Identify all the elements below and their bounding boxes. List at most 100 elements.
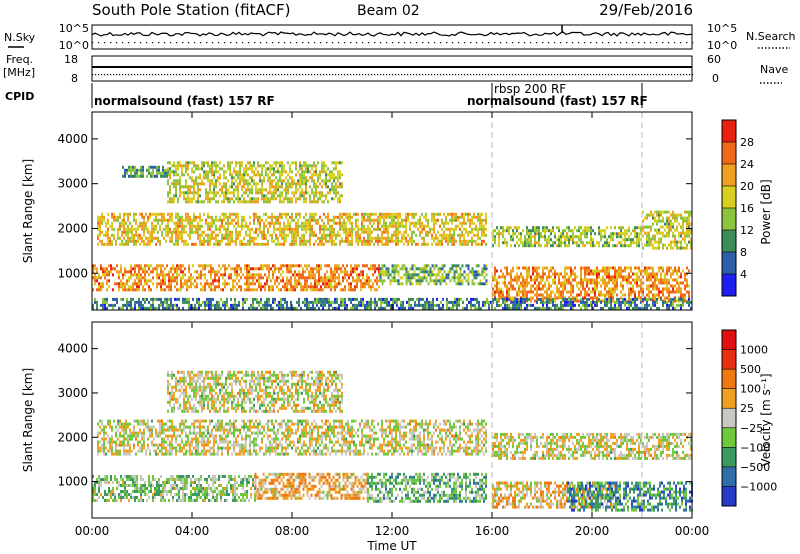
heatmap-cell xyxy=(151,221,153,225)
heatmap-cell xyxy=(341,221,343,225)
heatmap-cell xyxy=(189,215,191,219)
heatmap-cell xyxy=(299,224,301,228)
heatmap-cell xyxy=(199,176,201,180)
heatmap-cell xyxy=(195,230,197,234)
heatmap-cell xyxy=(590,278,592,282)
heatmap-cell xyxy=(590,244,592,248)
heatmap-cell xyxy=(327,227,329,231)
heatmap-cell xyxy=(219,173,221,177)
heatmap-cell xyxy=(496,269,498,273)
heatmap-cell xyxy=(141,215,143,219)
heatmap-cell xyxy=(405,215,407,219)
heatmap-cell xyxy=(323,170,325,174)
heatmap-cell xyxy=(604,287,606,291)
heatmap-cell xyxy=(249,239,251,243)
heatmap-cell xyxy=(106,279,108,283)
heatmap-cell xyxy=(273,215,275,219)
heatmap-cell xyxy=(196,282,198,286)
heatmap-cell xyxy=(580,235,582,239)
heatmap-cell xyxy=(150,171,152,175)
heatmap-cell xyxy=(239,233,241,237)
heatmap-cell xyxy=(177,179,179,183)
heatmap-cell xyxy=(305,188,307,192)
heatmap-cell xyxy=(144,282,146,286)
nave-point xyxy=(620,74,622,76)
heatmap-cell xyxy=(479,215,481,219)
heatmap-cell xyxy=(125,230,127,234)
heatmap-cell xyxy=(672,278,674,282)
heatmap-cell xyxy=(225,212,227,216)
heatmap-cell xyxy=(316,264,318,268)
heatmap-cell xyxy=(118,288,120,292)
heatmap-cell xyxy=(592,278,594,282)
heatmap-cell xyxy=(355,239,357,243)
heatmap-cell xyxy=(526,226,528,230)
heatmap-cell xyxy=(179,218,181,222)
heatmap-cell xyxy=(461,221,463,225)
heatmap-cell xyxy=(223,173,225,177)
heatmap-cell xyxy=(133,242,135,246)
heatmap-cell xyxy=(166,297,168,301)
heatmap-cell xyxy=(378,270,380,274)
heatmap-cell xyxy=(368,267,370,271)
heatmap-cell xyxy=(130,297,132,301)
heatmap-cell xyxy=(560,232,562,236)
heatmap-cell xyxy=(427,270,430,274)
heatmap-cell xyxy=(259,230,261,234)
heatmap-cell xyxy=(453,239,455,243)
heatmap-cell xyxy=(528,275,530,279)
heatmap-cell xyxy=(356,282,358,286)
heatmap-cell xyxy=(580,290,582,294)
nave-point xyxy=(545,74,547,76)
heatmap-cell xyxy=(417,221,419,225)
heatmap-cell xyxy=(548,238,550,242)
heatmap-cell xyxy=(303,236,305,240)
heatmap-cell xyxy=(237,176,239,180)
heatmap-cell xyxy=(92,288,94,292)
heatmap-cell xyxy=(286,264,288,268)
heatmap-cell xyxy=(160,288,162,292)
heatmap-cell xyxy=(504,281,506,285)
heatmap-cell xyxy=(203,170,205,174)
heatmap-cell xyxy=(135,239,137,243)
heatmap-cell xyxy=(369,230,371,234)
heatmap-cell xyxy=(614,272,616,276)
heatmap-cell xyxy=(524,278,526,282)
heatmap-cell xyxy=(636,238,638,242)
heatmap-cell xyxy=(193,224,195,228)
heatmap-cell xyxy=(142,171,144,175)
heatmap-cell xyxy=(253,200,255,204)
heatmap-cell xyxy=(191,224,193,228)
heatmap-cell xyxy=(209,167,211,171)
heatmap-cell xyxy=(220,306,222,310)
heatmap-cell xyxy=(266,267,268,271)
heatmap-cell xyxy=(231,182,233,186)
heatmap-cell xyxy=(313,182,315,186)
heatmap-cell xyxy=(544,232,546,236)
heatmap-cell xyxy=(235,188,237,192)
heatmap-cell xyxy=(227,200,229,204)
heatmap-cell xyxy=(230,267,232,271)
heatmap-cell xyxy=(558,235,560,239)
heatmap-cell xyxy=(124,171,126,175)
heatmap-cell xyxy=(666,216,668,220)
heatmap-cell xyxy=(648,237,650,241)
heatmap-cell xyxy=(233,218,235,222)
heatmap-cell xyxy=(526,284,528,288)
heatmap-cell xyxy=(578,244,580,248)
heatmap-cell xyxy=(285,212,287,216)
heatmap-cell xyxy=(240,270,242,274)
heatmap-cell xyxy=(399,215,401,219)
heatmap-cell xyxy=(395,233,397,237)
heatmap-cell xyxy=(118,270,120,274)
heatmap-cell xyxy=(500,287,502,291)
heatmap-cell xyxy=(311,179,313,183)
heatmap-cell xyxy=(528,238,530,242)
heatmap-cell xyxy=(296,282,298,286)
heatmap-cell xyxy=(393,215,395,219)
heatmap-cell xyxy=(325,227,327,231)
heatmap-cell xyxy=(479,279,482,283)
heatmap-cell xyxy=(169,185,171,189)
heatmap-cell xyxy=(504,275,506,279)
heatmap-cell xyxy=(391,212,393,216)
